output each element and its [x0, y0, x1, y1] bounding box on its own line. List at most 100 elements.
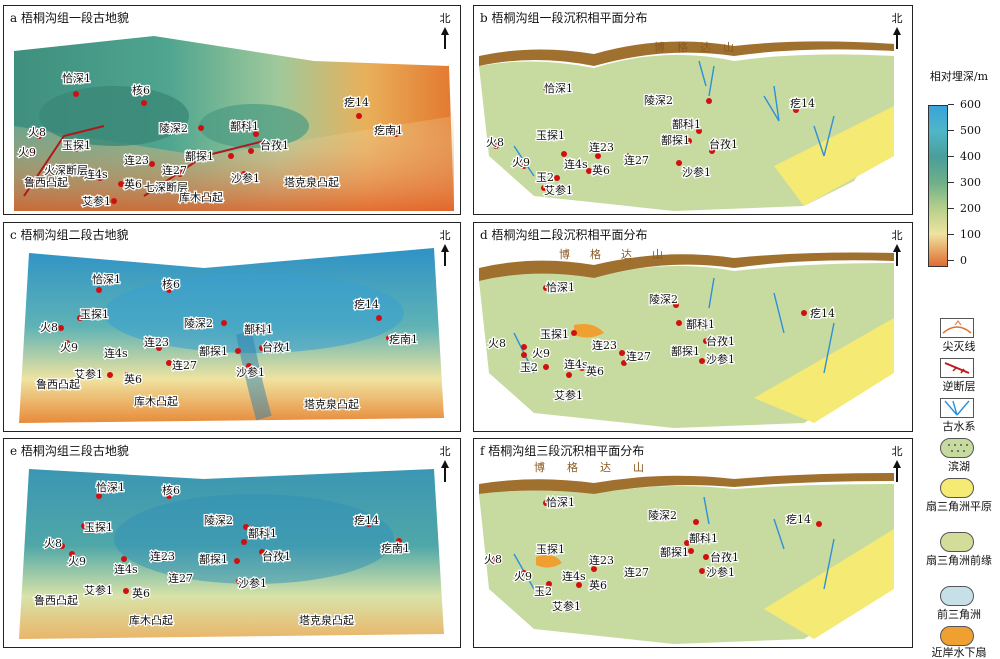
well-label: 艾参1	[544, 183, 573, 197]
well-label: 玉2	[536, 171, 554, 184]
legend-label: 扇三角洲前缘	[926, 554, 992, 567]
colorbar-tick: 300	[948, 176, 981, 189]
well-label: 鄯科1	[686, 317, 715, 331]
well-label: 玉2	[534, 585, 552, 598]
well-label: 连27	[626, 350, 651, 363]
north-arrow-icon	[893, 460, 901, 468]
legend-label: 滨湖	[948, 460, 970, 473]
panel-d-facies-2: d 梧桐沟组二段沉积相平面分布 北 恰深1 陵深2 鄯科1 台孜1 鄯探1 沙参…	[473, 222, 913, 432]
colorbar-tick: 200	[948, 202, 981, 215]
panel-title: e 梧桐沟组三段古地貌	[10, 444, 129, 458]
well-label: 连23	[592, 339, 617, 352]
well-label: 英6	[124, 372, 142, 386]
north-arrow: 北	[890, 10, 904, 49]
north-arrow: 北	[438, 443, 452, 482]
well-label: 疙南1	[381, 541, 410, 555]
well-label: 英6	[586, 364, 604, 378]
facies-map: 恰深1 陵深2 鄯科1 台孜1 鄯探1 沙参1 连23 连27 玉探1 火8 火…	[479, 460, 894, 644]
panel-title: f 梧桐沟组三段沉积相平面分布	[480, 444, 645, 458]
well-label: 连27	[624, 154, 649, 167]
feature-label: 鲁西凸起	[24, 175, 68, 189]
well-label: 陵深2	[159, 122, 188, 135]
well-label: 台孜1	[262, 340, 291, 354]
well-label: 疙14	[344, 95, 369, 109]
panel-b-facies-1: b 梧桐沟组一段沉积相平面分布 北 恰深1 陵深2 鄯科1 鄯探1 台孜1 沙参…	[473, 5, 913, 215]
terrain-map: 恰深1 核6 陵深2 鄯科1 台孜1 鄯探1 沙参1 连23 连27 英6 连4…	[14, 36, 454, 211]
north-arrow-icon	[893, 244, 901, 252]
well-label: 玉探1	[536, 543, 565, 556]
colorbar-tick: 0	[948, 254, 967, 267]
well-label: 连4s	[114, 563, 138, 576]
well-dots	[28, 91, 399, 204]
panel-title: b 梧桐沟组一段沉积相平面分布	[480, 11, 648, 25]
well-label: 台孜1	[260, 138, 289, 152]
well-label: 连27	[168, 572, 193, 585]
well-label: 沙参1	[238, 576, 267, 590]
well-label: 恰深1	[546, 495, 575, 509]
well-label: 火9	[60, 341, 78, 354]
prodelta-icon	[940, 586, 974, 606]
well-label: 沙参1	[706, 352, 735, 366]
legend-label: 近岸水下扇	[931, 646, 987, 659]
panel-title: a 梧桐沟组一段古地貌	[10, 11, 129, 25]
well-label: 连23	[124, 154, 149, 167]
well-label: 火8	[44, 537, 62, 550]
well-label: 核6	[162, 483, 180, 497]
feature-label: 库木凸起	[179, 191, 223, 204]
well-label: 玉探1	[80, 308, 109, 321]
reverse-fault-icon	[940, 358, 974, 378]
colorbar-tick: 500	[948, 124, 981, 137]
well-label: 鄯科1	[244, 322, 273, 336]
well-label: 鄯科1	[230, 119, 259, 133]
well-label: 鄯科1	[689, 531, 718, 545]
legend-label: 尖灭线	[942, 340, 976, 353]
panel-a-paleogeomorphology-1: a 梧桐沟组一段古地貌 北 恰深1 核6 陵深2 鄯科1	[3, 5, 461, 215]
well-label: 火8	[488, 337, 506, 350]
well-label: 鄯科1	[672, 117, 701, 131]
well-label: 火9	[532, 347, 550, 360]
well-label: 鄯探1	[661, 133, 690, 147]
panel-e-paleogeomorphology-3: e 梧桐沟组三段古地貌 北 恰深1 核6 陵深2 鄯科1 台孜1 鄯探1 沙参1…	[3, 438, 461, 648]
well-label: 恰深1	[92, 272, 121, 286]
well-label: 英6	[124, 177, 142, 191]
well-label: 疙14	[790, 96, 815, 110]
mountain-label: 博格达山	[654, 40, 746, 54]
well-label: 玉探1	[62, 139, 91, 152]
panel-c-paleogeomorphology-2: c 梧桐沟组二段古地貌 北 恰深1 核6 陵深2 鄯科1 台孜1 鄯探1 沙参1…	[3, 222, 461, 432]
well-label: 玉探1	[84, 521, 113, 534]
well-label: 鄯探1	[660, 545, 689, 559]
well-label: 火9	[18, 146, 36, 159]
legend-label: 扇三角洲平原	[926, 500, 992, 513]
well-label: 台孜1	[710, 550, 739, 564]
well-label: 连4s	[564, 158, 588, 171]
well-label: 疙14	[354, 297, 379, 311]
north-arrow: 北	[890, 443, 904, 482]
well-label: 火8	[40, 321, 58, 334]
terrain-map: 恰深1 核6 陵深2 鄯科1 台孜1 鄯探1 沙参1 连23 连27 英6 连4…	[19, 248, 444, 423]
well-label: 连4s	[84, 168, 108, 181]
panel-title: c 梧桐沟组二段古地貌	[10, 228, 129, 242]
well-label: 艾参1	[84, 583, 113, 597]
feature-label: 库木凸起	[134, 395, 178, 408]
colorbar-tick: 600	[948, 98, 981, 111]
well-label: 恰深1	[96, 480, 125, 494]
panel-title: d 梧桐沟组二段沉积相平面分布	[480, 228, 648, 242]
legend-label: 古水系	[942, 420, 976, 433]
well-label: 疙14	[810, 306, 835, 320]
mountain-label: 博格达山	[534, 460, 666, 474]
well-label: 沙参1	[231, 171, 260, 185]
well-label: 艾参1	[82, 194, 111, 208]
well-label: 连27	[162, 164, 187, 177]
well-label: 台孜1	[262, 549, 291, 563]
mountain-label: 博格达山	[559, 247, 683, 261]
fan-delta-plain-icon	[940, 478, 974, 498]
well-label: 陵深2	[649, 293, 678, 306]
well-label: 恰深1	[544, 81, 573, 95]
well-label: 疙14	[354, 513, 379, 527]
well-label: 疙南1	[374, 123, 403, 137]
well-label: 鄯探1	[671, 344, 700, 358]
feature-label: 鲁西凸起	[34, 593, 78, 607]
legend: 相对埋深/m 600 500 400 300 200 100 0 尖灭线 逆断层…	[920, 40, 998, 659]
north-arrow-icon	[441, 244, 449, 252]
well-label: 艾参1	[554, 388, 583, 402]
